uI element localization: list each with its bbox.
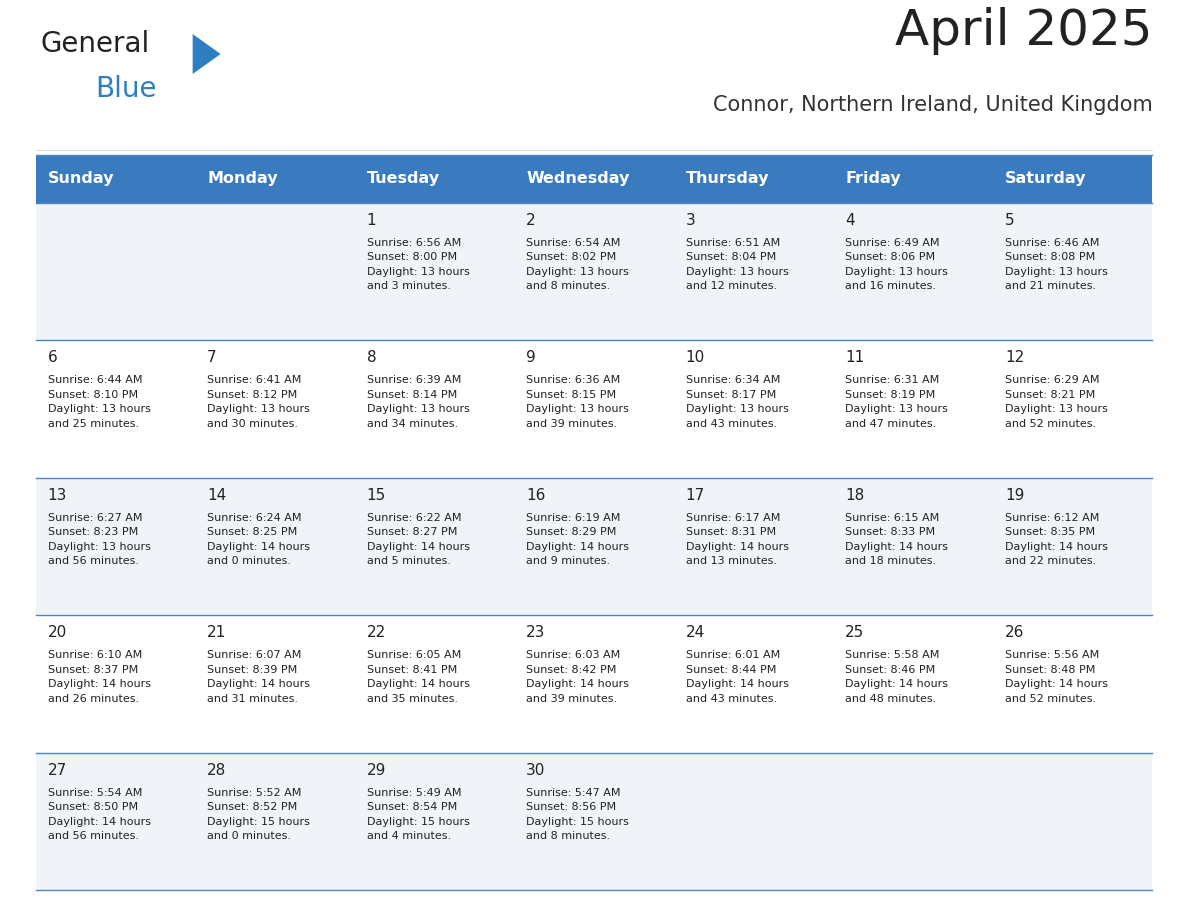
Text: 8: 8	[367, 351, 377, 365]
Text: 2: 2	[526, 213, 536, 228]
Bar	[36, 155, 1152, 203]
Text: Sunrise: 5:54 AM
Sunset: 8:50 PM
Daylight: 14 hours
and 56 minutes.: Sunrise: 5:54 AM Sunset: 8:50 PM Dayligh…	[48, 788, 151, 841]
Text: Sunrise: 6:27 AM
Sunset: 8:23 PM
Daylight: 13 hours
and 56 minutes.: Sunrise: 6:27 AM Sunset: 8:23 PM Dayligh…	[48, 513, 151, 566]
Text: Sunrise: 5:49 AM
Sunset: 8:54 PM
Daylight: 15 hours
and 4 minutes.: Sunrise: 5:49 AM Sunset: 8:54 PM Dayligh…	[367, 788, 469, 841]
Polygon shape	[192, 34, 221, 74]
Text: 11: 11	[846, 351, 865, 365]
Text: Sunrise: 6:41 AM
Sunset: 8:12 PM
Daylight: 13 hours
and 30 minutes.: Sunrise: 6:41 AM Sunset: 8:12 PM Dayligh…	[207, 375, 310, 429]
Text: Sunrise: 5:58 AM
Sunset: 8:46 PM
Daylight: 14 hours
and 48 minutes.: Sunrise: 5:58 AM Sunset: 8:46 PM Dayligh…	[846, 651, 948, 704]
Text: Sunrise: 6:36 AM
Sunset: 8:15 PM
Daylight: 13 hours
and 39 minutes.: Sunrise: 6:36 AM Sunset: 8:15 PM Dayligh…	[526, 375, 630, 429]
Text: Wednesday: Wednesday	[526, 172, 630, 186]
Text: Sunrise: 6:54 AM
Sunset: 8:02 PM
Daylight: 13 hours
and 8 minutes.: Sunrise: 6:54 AM Sunset: 8:02 PM Dayligh…	[526, 238, 630, 291]
Text: 5: 5	[1005, 213, 1015, 228]
Text: Sunrise: 5:56 AM
Sunset: 8:48 PM
Daylight: 14 hours
and 52 minutes.: Sunrise: 5:56 AM Sunset: 8:48 PM Dayligh…	[1005, 651, 1108, 704]
Bar	[36, 341, 1152, 478]
Text: Sunrise: 6:05 AM
Sunset: 8:41 PM
Daylight: 14 hours
and 35 minutes.: Sunrise: 6:05 AM Sunset: 8:41 PM Dayligh…	[367, 651, 469, 704]
Text: 18: 18	[846, 488, 865, 503]
Text: Sunrise: 6:34 AM
Sunset: 8:17 PM
Daylight: 13 hours
and 43 minutes.: Sunrise: 6:34 AM Sunset: 8:17 PM Dayligh…	[685, 375, 789, 429]
Text: 12: 12	[1005, 351, 1024, 365]
Text: 15: 15	[367, 488, 386, 503]
Text: 26: 26	[1005, 625, 1024, 641]
Bar	[36, 478, 1152, 615]
Text: Sunrise: 6:46 AM
Sunset: 8:08 PM
Daylight: 13 hours
and 21 minutes.: Sunrise: 6:46 AM Sunset: 8:08 PM Dayligh…	[1005, 238, 1107, 291]
Text: 22: 22	[367, 625, 386, 641]
Text: Sunrise: 6:17 AM
Sunset: 8:31 PM
Daylight: 14 hours
and 13 minutes.: Sunrise: 6:17 AM Sunset: 8:31 PM Dayligh…	[685, 513, 789, 566]
Text: Sunrise: 6:51 AM
Sunset: 8:04 PM
Daylight: 13 hours
and 12 minutes.: Sunrise: 6:51 AM Sunset: 8:04 PM Dayligh…	[685, 238, 789, 291]
Text: 14: 14	[207, 488, 227, 503]
Text: Sunrise: 6:56 AM
Sunset: 8:00 PM
Daylight: 13 hours
and 3 minutes.: Sunrise: 6:56 AM Sunset: 8:00 PM Dayligh…	[367, 238, 469, 291]
Bar	[36, 203, 1152, 341]
Text: Monday: Monday	[207, 172, 278, 186]
Text: Tuesday: Tuesday	[367, 172, 440, 186]
Text: Sunrise: 5:52 AM
Sunset: 8:52 PM
Daylight: 15 hours
and 0 minutes.: Sunrise: 5:52 AM Sunset: 8:52 PM Dayligh…	[207, 788, 310, 841]
Text: 20: 20	[48, 625, 67, 641]
Text: Blue: Blue	[96, 75, 157, 103]
Text: Sunrise: 6:07 AM
Sunset: 8:39 PM
Daylight: 14 hours
and 31 minutes.: Sunrise: 6:07 AM Sunset: 8:39 PM Dayligh…	[207, 651, 310, 704]
Text: Sunrise: 6:29 AM
Sunset: 8:21 PM
Daylight: 13 hours
and 52 minutes.: Sunrise: 6:29 AM Sunset: 8:21 PM Dayligh…	[1005, 375, 1107, 429]
Text: Sunrise: 6:15 AM
Sunset: 8:33 PM
Daylight: 14 hours
and 18 minutes.: Sunrise: 6:15 AM Sunset: 8:33 PM Dayligh…	[846, 513, 948, 566]
Text: 27: 27	[48, 763, 67, 778]
Text: Sunrise: 6:39 AM
Sunset: 8:14 PM
Daylight: 13 hours
and 34 minutes.: Sunrise: 6:39 AM Sunset: 8:14 PM Dayligh…	[367, 375, 469, 429]
Text: 1: 1	[367, 213, 377, 228]
Text: Sunrise: 6:03 AM
Sunset: 8:42 PM
Daylight: 14 hours
and 39 minutes.: Sunrise: 6:03 AM Sunset: 8:42 PM Dayligh…	[526, 651, 630, 704]
Text: 29: 29	[367, 763, 386, 778]
Text: General: General	[40, 30, 150, 58]
Text: Sunrise: 6:12 AM
Sunset: 8:35 PM
Daylight: 14 hours
and 22 minutes.: Sunrise: 6:12 AM Sunset: 8:35 PM Dayligh…	[1005, 513, 1108, 566]
Text: 9: 9	[526, 351, 536, 365]
Text: Sunrise: 5:47 AM
Sunset: 8:56 PM
Daylight: 15 hours
and 8 minutes.: Sunrise: 5:47 AM Sunset: 8:56 PM Dayligh…	[526, 788, 630, 841]
Text: 23: 23	[526, 625, 545, 641]
Text: 30: 30	[526, 763, 545, 778]
Text: Sunrise: 6:22 AM
Sunset: 8:27 PM
Daylight: 14 hours
and 5 minutes.: Sunrise: 6:22 AM Sunset: 8:27 PM Dayligh…	[367, 513, 469, 566]
Bar	[36, 753, 1152, 890]
Text: Friday: Friday	[846, 172, 901, 186]
Text: Sunrise: 6:49 AM
Sunset: 8:06 PM
Daylight: 13 hours
and 16 minutes.: Sunrise: 6:49 AM Sunset: 8:06 PM Dayligh…	[846, 238, 948, 291]
Text: Sunday: Sunday	[48, 172, 114, 186]
Text: 21: 21	[207, 625, 227, 641]
Text: 13: 13	[48, 488, 67, 503]
Text: Sunrise: 6:01 AM
Sunset: 8:44 PM
Daylight: 14 hours
and 43 minutes.: Sunrise: 6:01 AM Sunset: 8:44 PM Dayligh…	[685, 651, 789, 704]
Text: 7: 7	[207, 351, 216, 365]
Text: 4: 4	[846, 213, 855, 228]
Text: 28: 28	[207, 763, 227, 778]
Text: 16: 16	[526, 488, 545, 503]
Text: Connor, Northern Ireland, United Kingdom: Connor, Northern Ireland, United Kingdom	[713, 95, 1152, 115]
Bar	[36, 615, 1152, 753]
Text: Sunrise: 6:31 AM
Sunset: 8:19 PM
Daylight: 13 hours
and 47 minutes.: Sunrise: 6:31 AM Sunset: 8:19 PM Dayligh…	[846, 375, 948, 429]
Text: 17: 17	[685, 488, 704, 503]
Text: 3: 3	[685, 213, 695, 228]
Text: Sunrise: 6:10 AM
Sunset: 8:37 PM
Daylight: 14 hours
and 26 minutes.: Sunrise: 6:10 AM Sunset: 8:37 PM Dayligh…	[48, 651, 151, 704]
Text: Sunrise: 6:19 AM
Sunset: 8:29 PM
Daylight: 14 hours
and 9 minutes.: Sunrise: 6:19 AM Sunset: 8:29 PM Dayligh…	[526, 513, 630, 566]
Text: Thursday: Thursday	[685, 172, 770, 186]
Text: Sunrise: 6:44 AM
Sunset: 8:10 PM
Daylight: 13 hours
and 25 minutes.: Sunrise: 6:44 AM Sunset: 8:10 PM Dayligh…	[48, 375, 151, 429]
Text: 6: 6	[48, 351, 57, 365]
Text: 19: 19	[1005, 488, 1024, 503]
Text: Sunrise: 6:24 AM
Sunset: 8:25 PM
Daylight: 14 hours
and 0 minutes.: Sunrise: 6:24 AM Sunset: 8:25 PM Dayligh…	[207, 513, 310, 566]
Text: 24: 24	[685, 625, 704, 641]
Text: 25: 25	[846, 625, 865, 641]
Text: 10: 10	[685, 351, 704, 365]
Text: Saturday: Saturday	[1005, 172, 1086, 186]
Text: April 2025: April 2025	[895, 7, 1152, 55]
